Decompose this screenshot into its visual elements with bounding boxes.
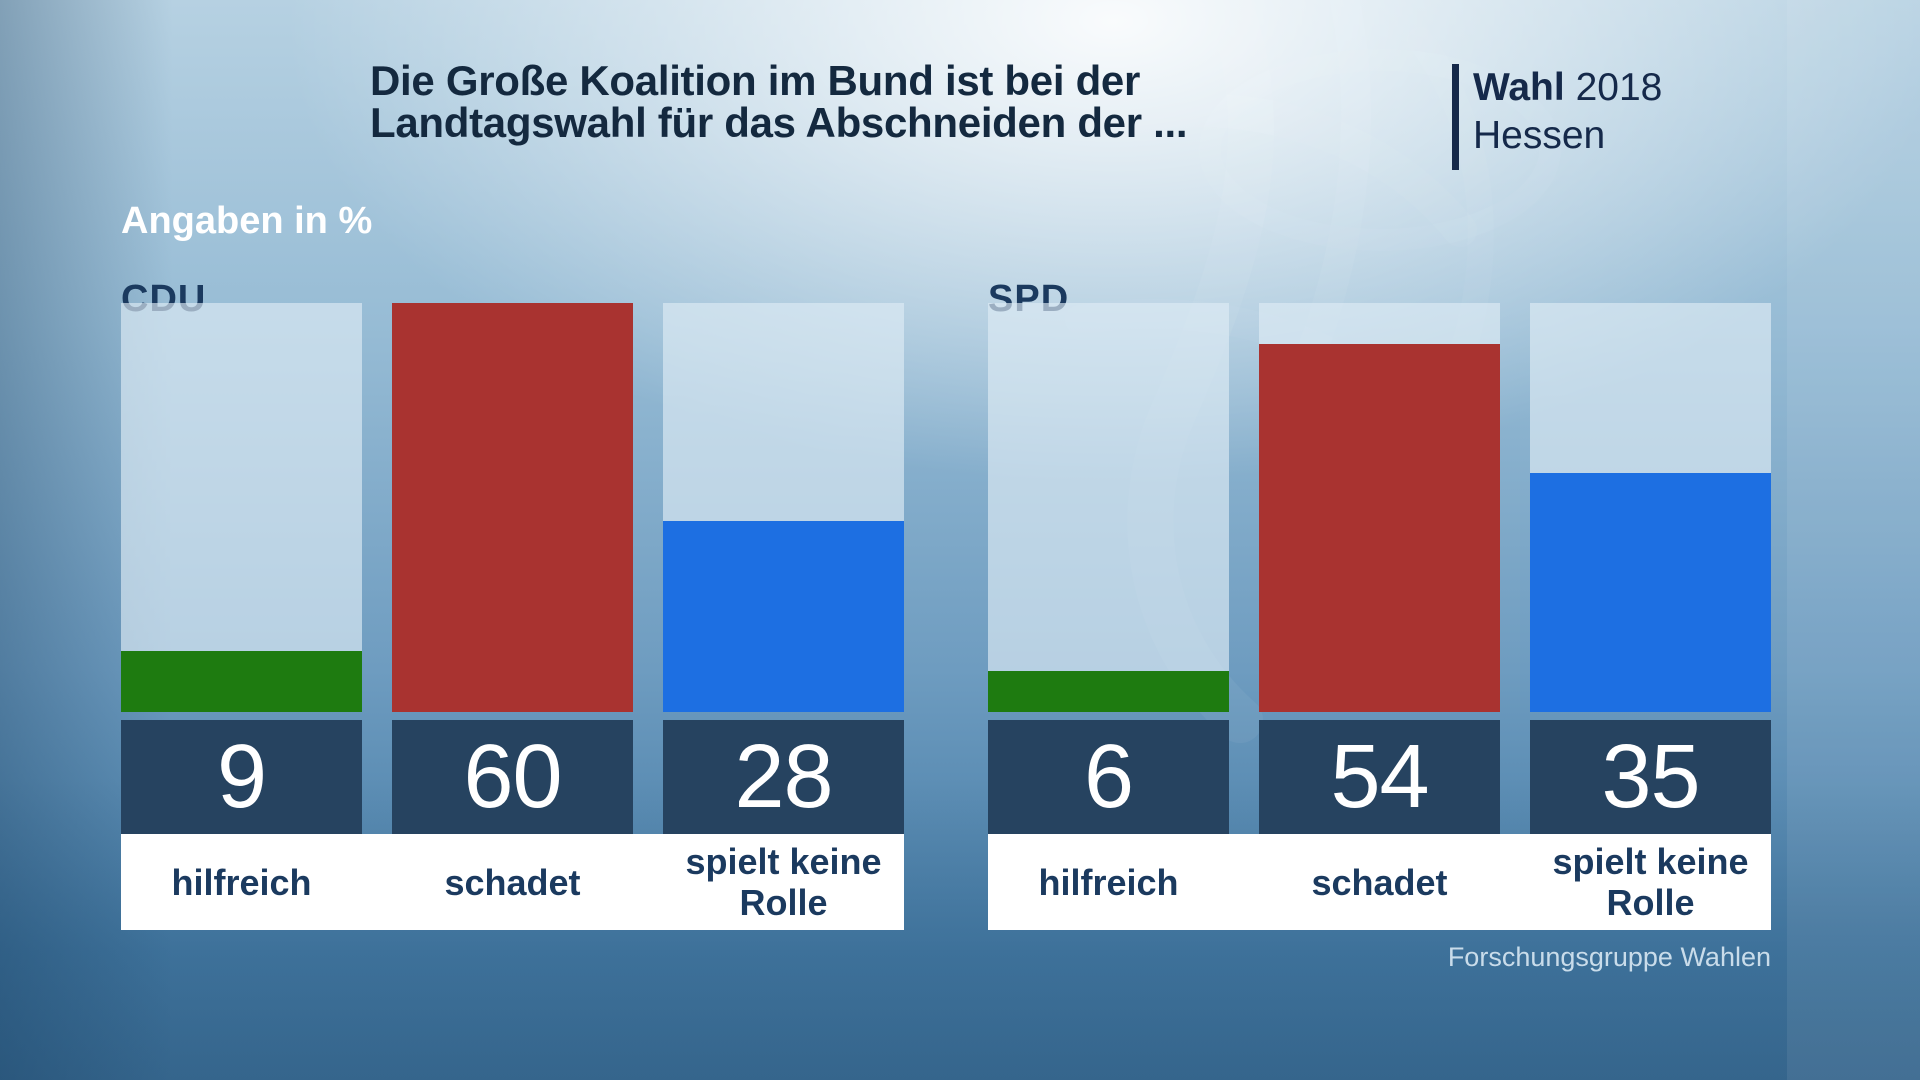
- value-band: 60: [392, 720, 633, 834]
- bar-track: [1530, 303, 1771, 712]
- category-label: schadet: [444, 861, 581, 903]
- bar-track: [392, 303, 633, 712]
- chart-title: Die Große Koalition im Bund ist bei der …: [370, 57, 1188, 146]
- logo-text: Wahl 2018 Hessen: [1473, 64, 1662, 170]
- bar-track: [663, 303, 904, 712]
- logo-word: Wahl: [1473, 66, 1565, 109]
- chart-title-line2: Landtagswahl für das Abschneiden der ...: [370, 99, 1188, 146]
- bar-track: [988, 303, 1229, 712]
- value-label: 6: [1083, 726, 1134, 827]
- panel-spd: SPD 6 54 35 hilfreich schadet spielt kei…: [988, 278, 1771, 930]
- bar-column: 9: [121, 303, 362, 930]
- bar-spd-spielt-keine-rolle: [1530, 473, 1771, 712]
- value-band: 6: [988, 720, 1229, 834]
- category-label: spielt keine Rolle: [685, 841, 882, 923]
- bar-spd-schadet: [1259, 343, 1500, 712]
- value-label: 60: [463, 726, 562, 827]
- bar-cdu-spielt-keine-rolle: [663, 521, 904, 712]
- category-label: hilfreich: [171, 861, 312, 903]
- value-band: 28: [663, 720, 904, 834]
- chart-title-line1: Die Große Koalition im Bund ist bei der: [370, 57, 1141, 104]
- category-label: spielt keine Rolle: [1552, 841, 1749, 923]
- category-label: hilfreich: [1038, 861, 1179, 903]
- logo-vertical-bar: [1452, 64, 1459, 170]
- panel-cdu: CDU 9 60 28 hilfreich schadet spielt kei…: [121, 278, 904, 930]
- bar-column: 35: [1530, 303, 1771, 930]
- value-label: 9: [216, 726, 267, 827]
- bar-cdu-hilfreich: [121, 650, 362, 712]
- value-band: 35: [1530, 720, 1771, 834]
- source-credit: Forschungsgruppe Wahlen: [1447, 942, 1771, 972]
- value-label: 54: [1330, 726, 1429, 827]
- logo-region: Hessen: [1473, 114, 1606, 157]
- bar-cdu-schadet: [392, 303, 633, 712]
- logo-year: 2018: [1575, 66, 1663, 109]
- units-label: Angaben in %: [121, 200, 373, 242]
- background-light-stripe: [1787, 0, 1920, 1080]
- value-label: 28: [734, 726, 833, 827]
- value-label: 35: [1601, 726, 1700, 827]
- category-label: schadet: [1311, 861, 1448, 903]
- bar-track: [121, 303, 362, 712]
- category-label-strip: hilfreich schadet spielt keine Rolle: [988, 834, 1771, 930]
- bar-column: 54: [1259, 303, 1500, 930]
- bar-column: 28: [663, 303, 904, 930]
- bar-column: 6: [988, 303, 1229, 930]
- logo-line1: Wahl 2018: [1473, 64, 1662, 112]
- category-label-strip: hilfreich schadet spielt keine Rolle: [121, 834, 904, 930]
- bar-spd-hilfreich: [988, 671, 1229, 712]
- value-band: 9: [121, 720, 362, 834]
- value-band: 54: [1259, 720, 1500, 834]
- bar-column: 60: [392, 303, 633, 930]
- bar-track: [1259, 303, 1500, 712]
- wahl-2018-hessen-logo: Wahl 2018 Hessen: [1452, 64, 1662, 170]
